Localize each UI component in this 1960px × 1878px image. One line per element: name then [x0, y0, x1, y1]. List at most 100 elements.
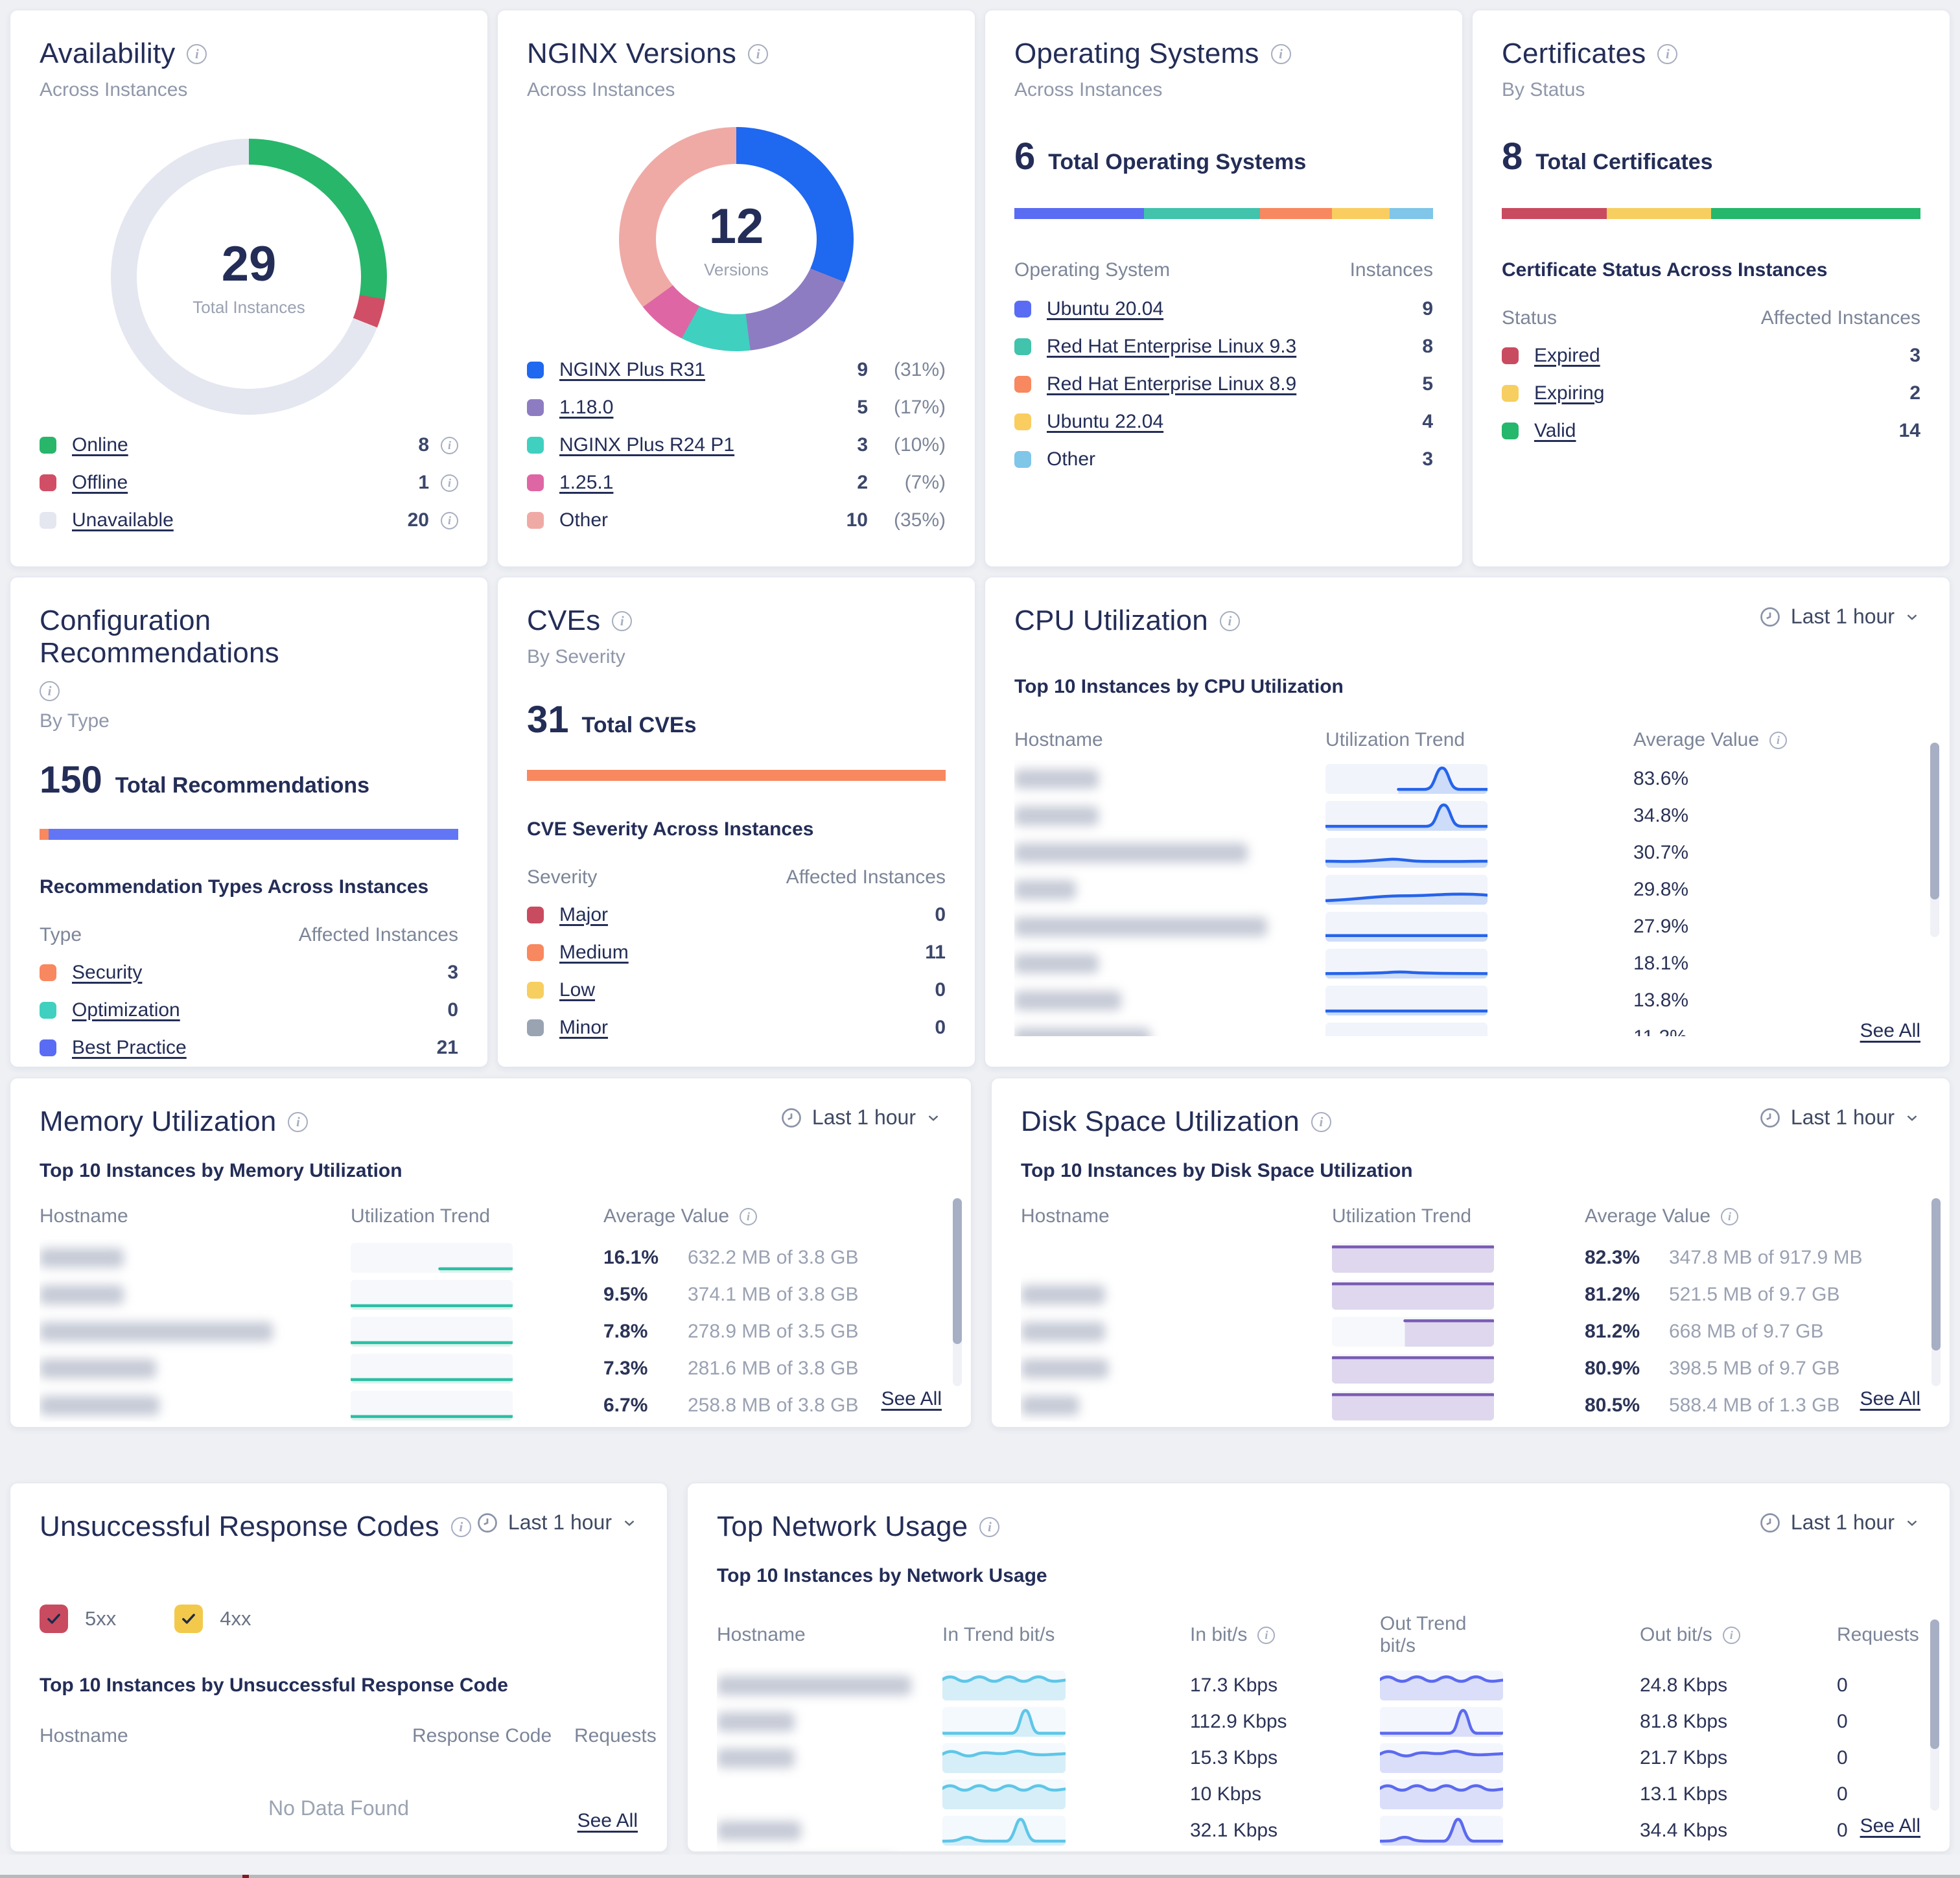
out-bits-value: 24.8 Kbps — [1640, 1675, 1728, 1696]
hostname-blurred[interactable] — [1021, 1395, 1332, 1415]
average-value: 13.8% — [1633, 989, 1689, 1011]
info-icon[interactable] — [187, 43, 207, 64]
scrollbar[interactable] — [1930, 743, 1939, 937]
hostname-blurred[interactable] — [1014, 953, 1325, 973]
info-icon[interactable] — [450, 1516, 471, 1537]
hostname-blurred[interactable] — [1014, 1027, 1325, 1036]
legend-label[interactable]: Red Hat Enterprise Linux 8.9 — [1047, 373, 1297, 395]
checkbox-checked-icon[interactable] — [174, 1605, 204, 1633]
see-all-link[interactable]: See All — [577, 1810, 638, 1831]
legend-label[interactable]: Expired — [1534, 345, 1600, 366]
hostname-blurred[interactable] — [1014, 879, 1325, 899]
legend-label[interactable]: Major — [559, 904, 609, 925]
time-range-selector[interactable]: Last 1 hour — [1758, 1511, 1920, 1535]
info-icon[interactable] — [1257, 1626, 1276, 1644]
hostname-blurred[interactable] — [1021, 1358, 1332, 1378]
legend-label[interactable]: NGINX Plus R24 P1 — [559, 434, 735, 456]
legend-label[interactable]: Unavailable — [72, 509, 174, 531]
legend-label[interactable]: Online — [72, 434, 128, 456]
checkbox-checked-icon[interactable] — [40, 1605, 68, 1633]
section-title: Top 10 Instances by Network Usage — [717, 1565, 1047, 1586]
legend-label[interactable]: Ubuntu 20.04 — [1047, 298, 1164, 319]
hostname-blurred[interactable] — [40, 1321, 351, 1341]
scrollbar[interactable] — [1931, 1198, 1941, 1386]
info-icon[interactable] — [441, 474, 458, 492]
time-range-selector[interactable]: Last 1 hour — [1758, 1106, 1920, 1130]
card-title: Top Network Usage — [717, 1511, 968, 1542]
time-range-selector[interactable]: Last 1 hour — [780, 1106, 942, 1130]
see-all-link[interactable]: See All — [1860, 1388, 1920, 1409]
memory-instances-list: 16.1% 632.2 MB of 3.8 GB 9.5% 374.1 MB of 3… — [40, 1239, 942, 1422]
bar-segment — [49, 829, 458, 840]
hostname-blurred[interactable] — [1014, 769, 1325, 789]
nginx-versions-donut-chart[interactable]: 12 Versions — [619, 127, 854, 351]
legend-label[interactable]: Minor — [559, 1017, 609, 1038]
legend-label[interactable]: NGINX Plus R31 — [559, 359, 706, 380]
info-icon[interactable] — [1311, 1111, 1331, 1132]
info-icon[interactable] — [1769, 731, 1788, 749]
hostname-blurred[interactable] — [1021, 1284, 1332, 1304]
legend-swatch-icon — [1014, 376, 1031, 393]
info-icon[interactable] — [1270, 43, 1291, 64]
info-icon[interactable] — [40, 681, 60, 701]
scrollbar[interactable] — [953, 1198, 962, 1386]
legend-percent: (7%) — [904, 472, 946, 493]
legend-label[interactable]: Optimization — [72, 999, 180, 1021]
see-all-link[interactable]: See All — [1860, 1815, 1920, 1837]
see-all-link[interactable]: See All — [881, 1388, 942, 1409]
legend-label[interactable]: Ubuntu 22.04 — [1047, 411, 1164, 432]
legend-label[interactable]: Best Practice — [72, 1037, 187, 1058]
legend-label[interactable]: Red Hat Enterprise Linux 9.3 — [1047, 336, 1297, 357]
legend-label[interactable]: Low — [559, 979, 596, 1001]
legend-label[interactable]: Security — [72, 962, 143, 983]
legend-label[interactable]: 1.25.1 — [559, 472, 614, 493]
hostname-blurred[interactable] — [1014, 990, 1325, 1010]
hostname-blurred[interactable] — [1014, 916, 1325, 936]
response-code-filter: 5xx — [40, 1605, 116, 1633]
info-icon[interactable] — [740, 1207, 758, 1225]
chevron-down-icon — [1907, 1520, 1917, 1526]
info-icon[interactable] — [1722, 1626, 1740, 1644]
bar-segment — [40, 829, 49, 840]
info-icon[interactable] — [748, 43, 769, 64]
hostname-blurred[interactable] — [717, 1748, 942, 1768]
recommendation-types-bar — [40, 829, 458, 840]
scrollbar[interactable] — [1930, 1619, 1939, 1811]
legend-swatch-icon — [527, 512, 544, 529]
info-icon[interactable] — [1219, 610, 1240, 631]
time-range-selector[interactable]: Last 1 hour — [1758, 605, 1920, 629]
legend-label[interactable]: Expiring — [1534, 382, 1605, 404]
legend-label[interactable]: Valid — [1534, 420, 1576, 441]
hostname-blurred[interactable] — [1014, 842, 1325, 863]
trend-sparkline — [1380, 1671, 1503, 1700]
hostname-blurred[interactable] — [717, 1821, 942, 1840]
hostname-blurred[interactable] — [1021, 1321, 1332, 1341]
legend-label[interactable]: Medium — [559, 942, 629, 963]
time-range-selector[interactable]: Last 1 hour — [476, 1511, 638, 1535]
info-icon[interactable] — [1721, 1207, 1739, 1225]
hostname-blurred[interactable] — [1014, 806, 1325, 826]
legend-label[interactable]: Offline — [72, 472, 128, 493]
column-header: Average Value — [1633, 729, 1760, 750]
info-icon[interactable] — [979, 1516, 1000, 1537]
card-title: Unsuccessful Response Codes — [40, 1511, 439, 1542]
info-icon[interactable] — [288, 1111, 309, 1132]
legend-row: Ubuntu 20.04 9 — [1014, 290, 1433, 328]
hostname-blurred[interactable] — [40, 1395, 351, 1415]
hostname-blurred[interactable] — [717, 1676, 942, 1695]
trend-sparkline — [942, 1671, 1066, 1700]
hostname-blurred[interactable] — [40, 1247, 351, 1268]
info-icon[interactable] — [1657, 43, 1678, 64]
info-icon[interactable] — [441, 436, 458, 454]
see-all-link[interactable]: See All — [1860, 1020, 1920, 1041]
hostname-blurred[interactable] — [40, 1284, 351, 1304]
column-header: Hostname — [1014, 729, 1103, 750]
section-title: Top 10 Instances by Memory Utilization — [40, 1160, 402, 1181]
info-icon[interactable] — [441, 511, 458, 529]
availability-donut-chart[interactable]: 29 Total Instances — [111, 139, 387, 415]
in-bits-value: 15.3 Kbps — [1190, 1747, 1278, 1768]
info-icon[interactable] — [612, 610, 633, 631]
hostname-blurred[interactable] — [717, 1712, 942, 1732]
hostname-blurred[interactable] — [40, 1358, 351, 1378]
legend-label[interactable]: 1.18.0 — [559, 397, 614, 418]
